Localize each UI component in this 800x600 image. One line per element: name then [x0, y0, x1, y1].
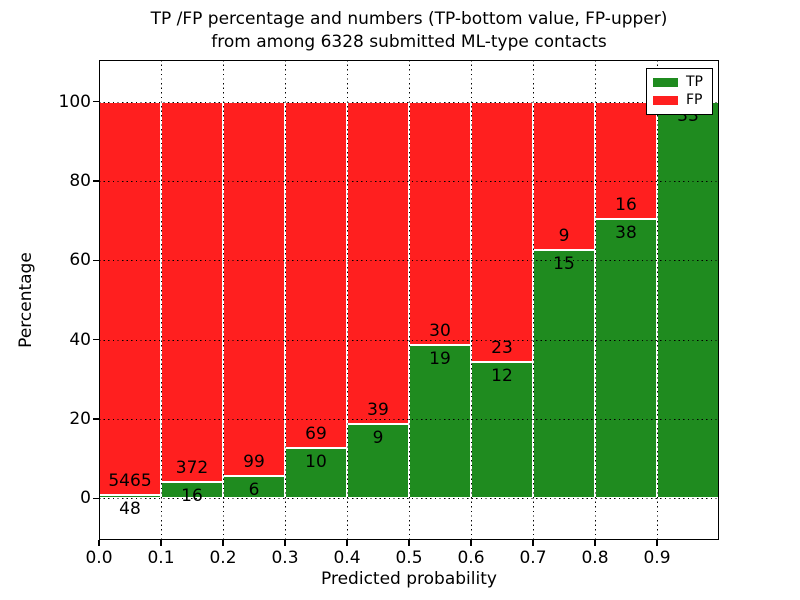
gridline-vertical: [409, 60, 410, 540]
bar-tp-count-label: 38: [615, 223, 637, 244]
y-tick-label: 80: [69, 170, 91, 191]
legend-label-fp: FP: [686, 92, 703, 109]
bar-tp-count-label: 15: [553, 254, 575, 275]
x-tick: [160, 540, 162, 546]
bar-tp-count-label: 9: [372, 427, 384, 448]
bar-tp-count-label: 48: [119, 498, 141, 519]
x-tick: [594, 540, 596, 546]
y-tick: [93, 418, 99, 420]
bar-fp-count-label: 9: [558, 226, 570, 247]
x-tick-label: 0.0: [85, 548, 113, 568]
x-tick: [346, 540, 348, 546]
x-tick: [222, 540, 224, 546]
x-tick-label: 0.1: [147, 548, 175, 568]
y-tick: [93, 497, 99, 500]
x-tick-label: 0.4: [333, 548, 361, 568]
bar-fp-count-label: 5465: [108, 470, 152, 491]
bar-fp-count-label: 16: [615, 195, 637, 216]
y-tick: [93, 259, 99, 262]
legend-row-tp: TP: [653, 73, 706, 90]
gridline-vertical: [347, 60, 348, 540]
gridline-vertical: [223, 60, 224, 540]
bar-fp-count-label: 30: [429, 320, 451, 341]
legend-swatch-tp: [653, 77, 678, 87]
legend-label-tp: TP: [686, 73, 703, 90]
x-tick: [532, 540, 534, 546]
x-tick-label: 0.7: [519, 548, 547, 568]
x-tick: [408, 540, 410, 546]
bar-fp-count-label: 69: [305, 424, 327, 445]
bar-fp-segment: [347, 101, 409, 424]
legend-row-fp: FP: [653, 93, 706, 108]
plot-area: 5465 48 372 16 99 6 69 10 39 9 30 19 23 12 9 15 16 38 33: [99, 60, 719, 540]
x-axis-label: Predicted probability: [321, 569, 497, 589]
bar-tp-segment: [533, 250, 595, 499]
gridline-vertical: [657, 60, 658, 540]
x-tick-label: 0.3: [271, 548, 299, 568]
chart-title-line1: TP /FP percentage and numbers (TP-bottom…: [150, 9, 668, 29]
gridline-vertical: [533, 60, 534, 540]
bar-fp-segment: [223, 101, 285, 476]
gridline-vertical: [595, 60, 596, 540]
bar-fp-count-label: 39: [367, 399, 389, 420]
bar-fp-segment: [99, 101, 161, 495]
gridline-vertical: [161, 60, 162, 540]
bar-fp-segment: [409, 101, 471, 345]
bar-fp-count-label: 23: [491, 338, 513, 359]
gridline-vertical: [285, 60, 286, 540]
bar-fp-segment: [471, 101, 533, 363]
x-tick-label: 0.2: [209, 548, 237, 568]
y-axis-label: Percentage: [16, 252, 36, 348]
y-tick-label: 20: [69, 409, 91, 429]
x-tick-label: 0.6: [457, 548, 485, 568]
legend: TP FP: [646, 68, 713, 115]
y-tick: [93, 180, 99, 182]
bar-tp-count-label: 16: [181, 485, 203, 506]
bar-tp-count-label: 6: [248, 479, 260, 500]
bar-fp-segment: [285, 101, 347, 449]
bar-fp-segment: [595, 101, 657, 220]
x-tick: [284, 540, 286, 546]
y-tick: [93, 338, 99, 341]
x-tick: [656, 540, 658, 546]
x-tick-label: 0.8: [581, 548, 609, 568]
chart-title-line2: from among 6328 submitted ML-type contac…: [211, 32, 607, 52]
chart-title: TP /FP percentage and numbers (TP-bottom…: [99, 8, 719, 54]
y-tick-label: 0: [80, 488, 91, 509]
y-tick: [93, 100, 99, 103]
bar-fp-segment: [161, 101, 223, 482]
gridline-vertical: [471, 60, 472, 540]
bar-fp-count-label: 99: [243, 451, 265, 472]
y-tick-label: 100: [58, 91, 91, 112]
bar-tp-count-label: 10: [305, 452, 327, 473]
bar-tp-count-label: 12: [491, 366, 513, 387]
bar-tp-segment: [595, 219, 657, 499]
bar-tp-segment: [657, 101, 719, 499]
bar-tp-count-label: 19: [429, 348, 451, 369]
x-tick-label: 0.9: [643, 548, 671, 568]
y-tick-label: 60: [69, 250, 91, 271]
y-tick-label: 40: [69, 329, 91, 350]
bar-fp-count-label: 372: [175, 457, 209, 478]
x-tick: [98, 540, 100, 546]
x-tick: [470, 540, 472, 546]
legend-swatch-fp: [653, 96, 678, 106]
x-tick-label: 0.5: [395, 548, 423, 568]
